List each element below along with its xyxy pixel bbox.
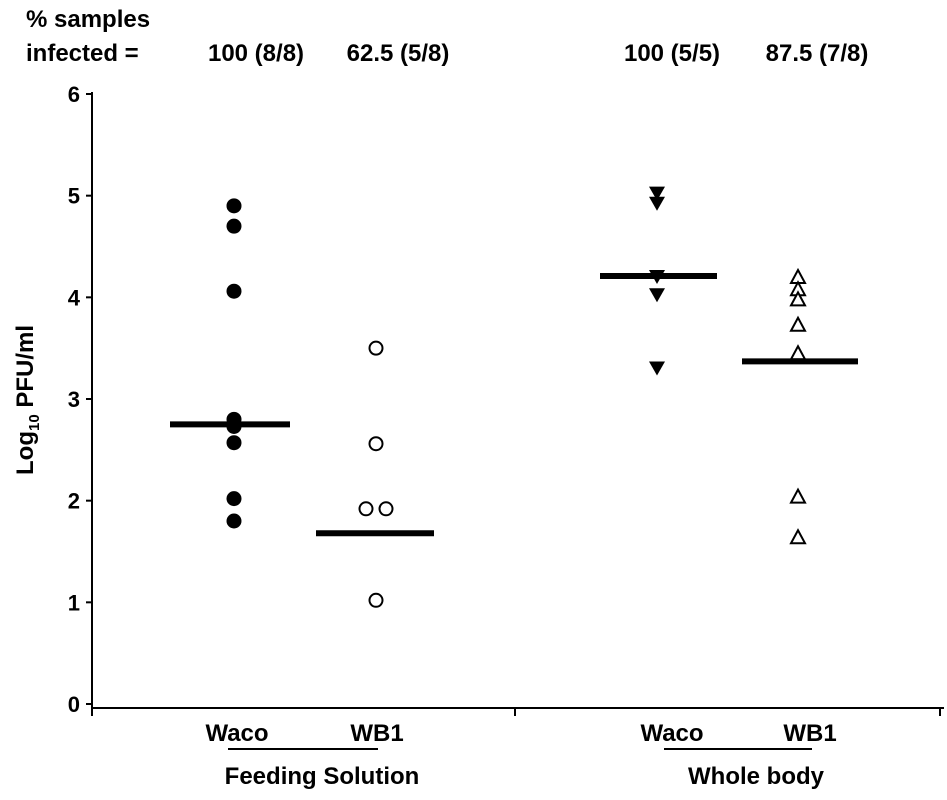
header-line2: infected = [26, 40, 139, 67]
y-ticks: 0 1 2 3 4 5 6 [68, 82, 92, 717]
y-tick-label: 4 [68, 285, 81, 310]
category-label-wb1-wholebody: WB1 [783, 720, 836, 747]
data-point [378, 501, 394, 517]
y-axis-label: Log10 PFU/ml [12, 325, 43, 475]
data-point [226, 283, 242, 299]
data-point [789, 290, 807, 307]
y-axis-label-subscript: 10 [26, 414, 43, 431]
data-point [789, 528, 807, 545]
y-tick-label: 5 [68, 184, 80, 209]
data-point [358, 501, 374, 517]
data-point [789, 344, 807, 361]
category-label-waco-feeding: Waco [205, 720, 268, 747]
data-point [226, 513, 242, 529]
y-tick-label: 0 [68, 692, 80, 717]
data-point [789, 487, 807, 504]
header-percent-2: 62.5 (5/8) [347, 40, 450, 67]
median-lines [170, 272, 858, 537]
data-point [789, 315, 807, 332]
data-point [226, 435, 242, 451]
data-point [368, 592, 384, 608]
header-line1: % samples [26, 6, 150, 33]
data-points [226, 186, 807, 608]
y-tick-label: 2 [68, 489, 80, 514]
data-point [649, 288, 665, 303]
header-percent-3: 100 (5/5) [624, 40, 720, 67]
data-point [649, 186, 665, 201]
group-label-wholebody: Whole body [688, 763, 825, 790]
group-label-feeding: Feeding Solution [225, 763, 420, 790]
y-tick-label: 6 [68, 82, 80, 107]
category-label-wb1-feeding: WB1 [350, 720, 403, 747]
category-label-waco-wholebody: Waco [640, 720, 703, 747]
y-tick-label: 1 [68, 590, 80, 615]
header-percent-1: 100 (8/8) [208, 40, 304, 67]
data-point [649, 196, 665, 211]
header-percent-4: 87.5 (7/8) [766, 40, 869, 67]
y-tick-label: 3 [68, 387, 80, 412]
data-point [226, 198, 242, 214]
data-point [368, 340, 384, 356]
data-point [226, 491, 242, 507]
data-point [368, 436, 384, 452]
data-point [226, 218, 242, 234]
data-point [649, 361, 665, 376]
